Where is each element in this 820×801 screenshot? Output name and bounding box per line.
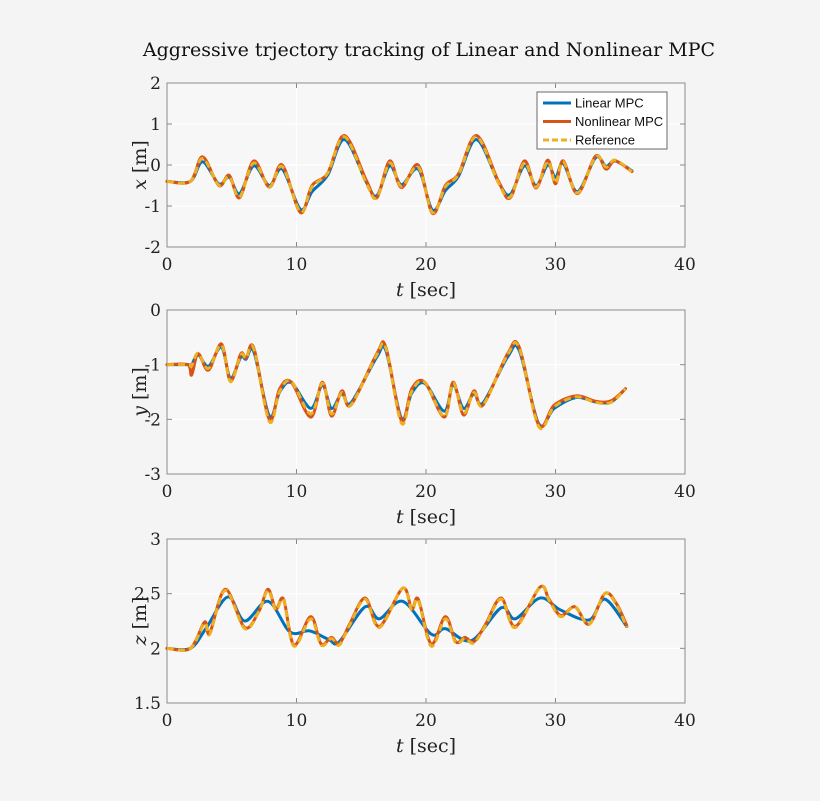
axes-border [166, 309, 686, 475]
y-axis-unit: [m] [129, 367, 151, 400]
y-tick-label: -2 [144, 238, 161, 258]
chart-title: Aggressive trjectory tracking of Linear … [142, 39, 715, 61]
y-tick-label: 1 [150, 115, 161, 135]
y-tick-label: 2 [150, 74, 161, 94]
axes-border [166, 538, 686, 704]
y-axis-unit: [m] [129, 140, 151, 173]
x-tick-label: 10 [286, 482, 308, 502]
y-axis-variable: z [129, 634, 151, 646]
x-axis-variable: t [396, 735, 404, 757]
x-tick-label: 0 [162, 711, 173, 731]
x-tick-label: 30 [545, 482, 567, 502]
x-tick-label: 40 [674, 711, 696, 731]
x-tick-label: 10 [286, 711, 308, 731]
subplot-y: 0 10 20 30 40 0 -1 -2 -3 t [sec] y [m] [129, 301, 696, 528]
series-nonlinear-mpc [165, 133, 634, 215]
y-axis-label: z [m] [129, 597, 151, 647]
y-tick-label: -1 [144, 197, 161, 217]
x-axis-unit: [sec] [410, 735, 456, 757]
series-reference [166, 341, 627, 431]
x-axis-label: t [sec] [396, 735, 456, 757]
y-axis-unit: [m] [129, 597, 151, 630]
y-tick-label: 1.5 [134, 694, 161, 714]
legend-entry-label: Linear MPC [575, 96, 644, 111]
y-tick-label: 3 [150, 530, 161, 550]
y-tick-label: -1 [144, 356, 161, 376]
subplot-z: 0 10 20 30 40 3 2.5 2 1.5 t [sec] z [m] [129, 530, 696, 757]
legend-entry-label: Reference [575, 133, 635, 148]
axes-border [166, 82, 686, 248]
series-group [165, 133, 634, 215]
series-group [165, 584, 629, 652]
legend-entry-label: Nonlinear MPC [575, 114, 663, 129]
x-tick-label: 20 [415, 255, 437, 275]
x-tick-label: 0 [162, 255, 173, 275]
x-axis-label: t [sec] [396, 506, 456, 528]
y-axis-variable: y [129, 406, 151, 418]
x-tick-label: 30 [545, 255, 567, 275]
y-tick-label: -3 [144, 465, 161, 485]
series-group [165, 339, 627, 431]
x-tick-label: 30 [545, 711, 567, 731]
y-tick-label: 2.5 [134, 585, 161, 605]
y-axis-label: y [m] [129, 367, 151, 418]
x-axis-unit: [sec] [410, 506, 456, 528]
x-tick-label: 40 [674, 255, 696, 275]
y-tick-label: 2 [150, 639, 161, 659]
x-axis-variable: t [396, 279, 404, 301]
legend: Linear MPC Nonlinear MPC Reference [536, 91, 668, 150]
x-tick-label: 0 [162, 482, 173, 502]
x-tick-label: 10 [286, 255, 308, 275]
x-axis-variable: t [396, 506, 404, 528]
y-axis-label: x [m] [129, 140, 151, 190]
x-tick-label: 20 [415, 711, 437, 731]
x-axis-label: t [sec] [396, 279, 456, 301]
y-axis-variable: x [129, 179, 151, 190]
x-tick-label: 40 [674, 482, 696, 502]
x-tick-label: 20 [415, 482, 437, 502]
y-tick-label: 0 [150, 301, 161, 321]
y-tick-label: 0 [150, 156, 161, 176]
x-axis-unit: [sec] [410, 279, 456, 301]
y-tick-label: -2 [144, 410, 161, 430]
series-reference [166, 584, 629, 652]
